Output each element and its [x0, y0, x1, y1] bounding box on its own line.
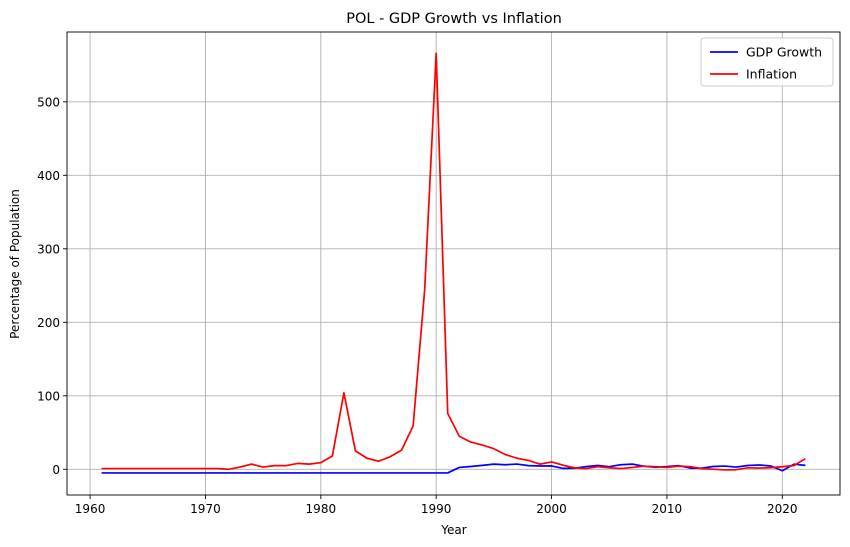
inflation-line — [101, 52, 806, 471]
series-lines — [101, 52, 806, 474]
x-tick-label: 1970 — [190, 502, 221, 516]
plot-frame — [66, 31, 841, 496]
y-tick-label: 300 — [37, 242, 60, 256]
x-tick-label: 1990 — [421, 502, 452, 516]
y-tick-label: 0 — [52, 463, 60, 477]
x-tick-label: 2020 — [767, 502, 798, 516]
x-tick-label: 1960 — [75, 502, 106, 516]
y-tick-label: 200 — [37, 316, 60, 330]
y-axis: 0 100 200 300 400 500 — [37, 95, 67, 477]
x-tick-label: 2010 — [652, 502, 683, 516]
grid — [67, 32, 840, 495]
chart-title: POL - GDP Growth vs Inflation — [346, 11, 562, 27]
gdp-growth-line — [101, 463, 806, 474]
y-axis-label: Percentage of Population — [8, 189, 22, 339]
x-tick-label: 2000 — [536, 502, 567, 516]
legend: GDP Growth Inflation — [700, 37, 834, 87]
y-tick-label: 500 — [37, 95, 60, 109]
y-tick-label: 100 — [37, 389, 60, 403]
y-tick-label: 400 — [37, 169, 60, 183]
x-tick-label: 1980 — [306, 502, 337, 516]
x-axis: 1960 1970 1980 1990 2000 2010 2020 — [75, 495, 798, 516]
legend-label-gdp-growth: GDP Growth — [746, 45, 822, 60]
x-axis-label: Year — [440, 523, 466, 537]
legend-label-inflation: Inflation — [746, 67, 797, 82]
